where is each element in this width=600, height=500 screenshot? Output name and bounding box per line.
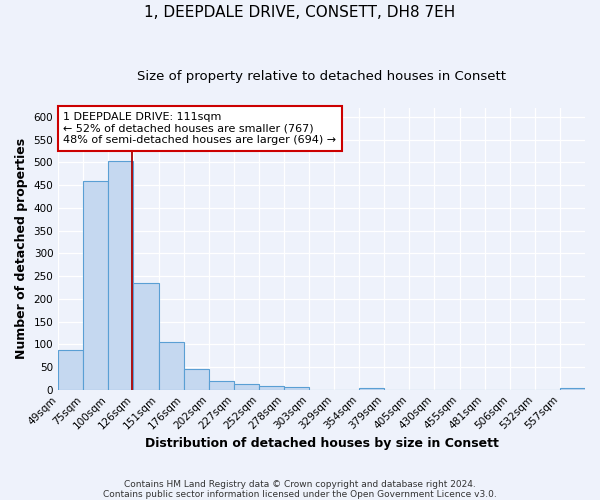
Bar — [234, 384, 259, 390]
Text: 1, DEEPDALE DRIVE, CONSETT, DH8 7EH: 1, DEEPDALE DRIVE, CONSETT, DH8 7EH — [145, 5, 455, 20]
Bar — [133, 283, 158, 390]
Bar — [209, 380, 234, 390]
Bar — [184, 370, 209, 390]
Bar — [109, 162, 133, 390]
Bar — [58, 350, 83, 390]
Text: 1 DEEPDALE DRIVE: 111sqm
← 52% of detached houses are smaller (767)
48% of semi-: 1 DEEPDALE DRIVE: 111sqm ← 52% of detach… — [64, 112, 337, 145]
Bar — [560, 388, 585, 390]
Y-axis label: Number of detached properties: Number of detached properties — [15, 138, 28, 360]
Bar — [284, 388, 309, 390]
Title: Size of property relative to detached houses in Consett: Size of property relative to detached ho… — [137, 70, 506, 83]
Bar — [158, 342, 184, 390]
Bar — [259, 386, 284, 390]
Bar — [83, 182, 109, 390]
Bar — [359, 388, 385, 390]
X-axis label: Distribution of detached houses by size in Consett: Distribution of detached houses by size … — [145, 437, 499, 450]
Text: Contains HM Land Registry data © Crown copyright and database right 2024.
Contai: Contains HM Land Registry data © Crown c… — [103, 480, 497, 499]
